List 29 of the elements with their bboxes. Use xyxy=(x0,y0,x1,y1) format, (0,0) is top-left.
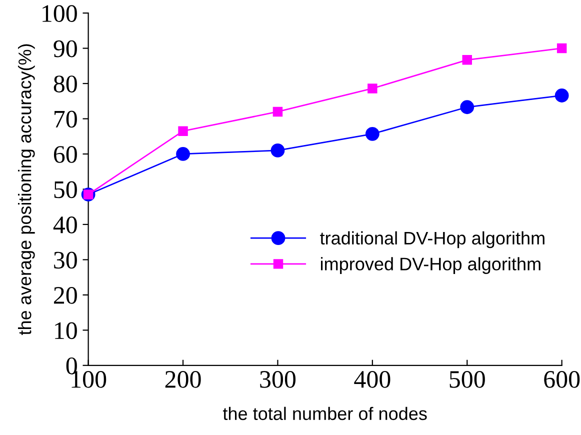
y-tick-label: 40 xyxy=(53,216,77,234)
y-tick-label: 50 xyxy=(54,181,77,198)
y-tick-label: 60 xyxy=(54,146,77,163)
point xyxy=(556,43,567,54)
point xyxy=(554,88,569,102)
x-axis-title: the total number of nodes xyxy=(222,406,427,420)
legend-label: improved DV-Hop algorithm xyxy=(320,257,540,274)
x-tick-label: 400 xyxy=(354,370,390,388)
point xyxy=(176,147,190,161)
point xyxy=(272,106,283,117)
y-tick-label: 10 xyxy=(55,322,77,340)
point xyxy=(365,126,380,141)
point xyxy=(368,84,378,94)
y-tick-label: 20 xyxy=(54,286,77,304)
x-tick-label: 300 xyxy=(260,370,296,388)
x-tick-label: 200 xyxy=(165,370,201,388)
y-tick-label: 90 xyxy=(54,40,77,58)
point xyxy=(462,55,472,65)
point xyxy=(270,144,285,158)
y-axis-title: the average positioning accuracy(%) xyxy=(18,44,35,335)
x-tick-label: 600 xyxy=(544,370,580,388)
y-tick-label: 70 xyxy=(54,110,77,128)
y-tick-label: 100 xyxy=(42,5,77,22)
point xyxy=(178,126,188,136)
x-tick-label: 500 xyxy=(450,370,485,388)
point xyxy=(460,100,474,114)
y-tick-label: 30 xyxy=(54,252,77,269)
legend-label: traditional DV-Hop algorithm xyxy=(320,231,544,248)
y-tick-label: 80 xyxy=(54,76,77,92)
